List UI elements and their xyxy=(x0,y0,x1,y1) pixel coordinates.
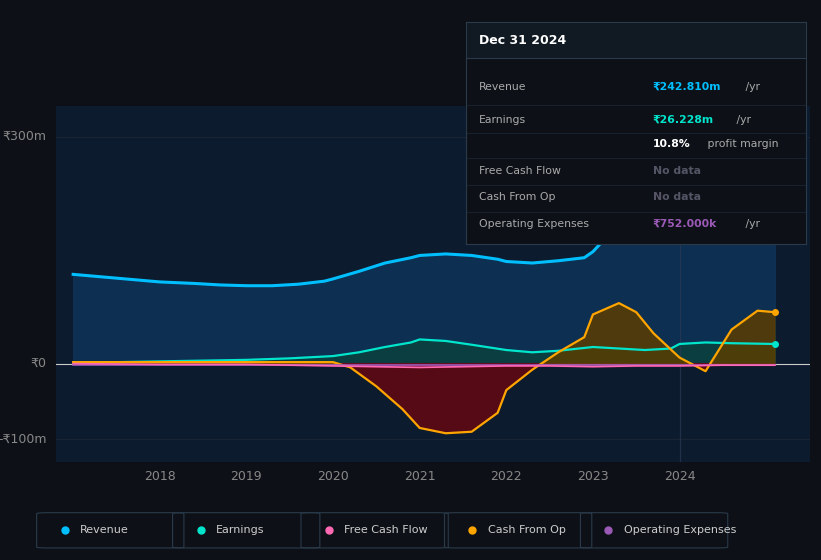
Text: ₹242.810m: ₹242.810m xyxy=(653,82,722,91)
Bar xyxy=(466,22,806,58)
Text: Revenue: Revenue xyxy=(80,525,128,535)
Text: No data: No data xyxy=(653,166,701,176)
Text: /yr: /yr xyxy=(732,115,750,125)
Text: ₹0: ₹0 xyxy=(30,357,47,370)
Text: Cash From Op: Cash From Op xyxy=(488,525,566,535)
Text: -₹100m: -₹100m xyxy=(0,433,47,446)
Text: Free Cash Flow: Free Cash Flow xyxy=(479,166,561,176)
Text: Revenue: Revenue xyxy=(479,82,526,91)
Text: Operating Expenses: Operating Expenses xyxy=(479,219,589,228)
Text: Cash From Op: Cash From Op xyxy=(479,192,556,202)
Text: Earnings: Earnings xyxy=(479,115,526,125)
Text: ₹300m: ₹300m xyxy=(2,130,47,143)
Text: /yr: /yr xyxy=(742,82,760,91)
Text: Free Cash Flow: Free Cash Flow xyxy=(344,525,428,535)
Text: Dec 31 2024: Dec 31 2024 xyxy=(479,34,566,46)
Text: ₹26.228m: ₹26.228m xyxy=(653,115,714,125)
Text: profit margin: profit margin xyxy=(704,139,778,149)
Text: No data: No data xyxy=(653,192,701,202)
Text: /yr: /yr xyxy=(742,219,760,228)
Text: ₹752.000k: ₹752.000k xyxy=(653,219,718,228)
Text: 10.8%: 10.8% xyxy=(653,139,690,149)
Text: Earnings: Earnings xyxy=(216,525,264,535)
Text: Operating Expenses: Operating Expenses xyxy=(623,525,736,535)
